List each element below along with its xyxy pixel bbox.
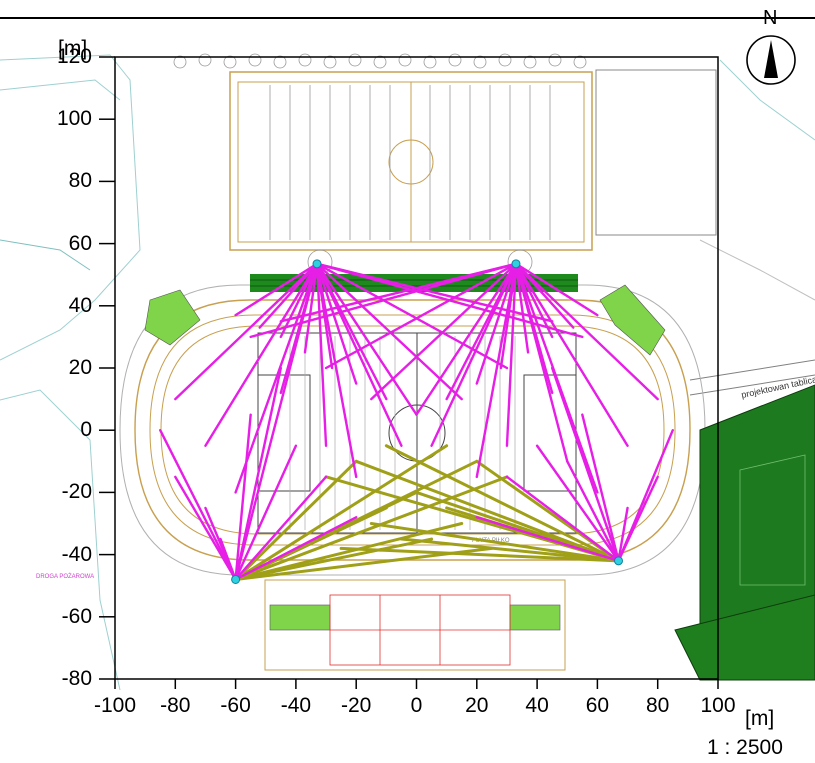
scale-label: 1 : 2500 bbox=[707, 736, 783, 759]
magenta-beam bbox=[514, 262, 629, 447]
magenta-beam bbox=[617, 475, 659, 563]
y-tick-label: -40 bbox=[61, 542, 92, 566]
north-arrow-icon bbox=[746, 35, 796, 85]
magenta-beam-group bbox=[159, 262, 674, 581]
magenta-beam bbox=[514, 262, 554, 339]
y-tick-label: 100 bbox=[56, 107, 92, 131]
magenta-beam bbox=[550, 366, 620, 563]
olive-beam bbox=[369, 522, 621, 563]
y-tick-label: 60 bbox=[68, 231, 92, 255]
magenta-beam bbox=[303, 262, 319, 354]
olive-beam bbox=[399, 537, 621, 563]
x-tick-label: -80 bbox=[160, 694, 191, 717]
magenta-beam bbox=[415, 262, 518, 416]
magenta-beam bbox=[234, 516, 358, 581]
magenta-beam bbox=[514, 262, 569, 463]
y-tick-label: 0 bbox=[80, 418, 92, 442]
magenta-beam bbox=[234, 262, 319, 494]
y-tick-label: 80 bbox=[68, 169, 92, 193]
magenta-beam bbox=[315, 262, 358, 479]
magenta-beam bbox=[249, 262, 518, 339]
y-tick-label: -80 bbox=[61, 667, 92, 690]
magenta-beam bbox=[234, 413, 252, 581]
axis-ticks bbox=[99, 56, 719, 689]
magenta-beam bbox=[430, 262, 518, 447]
magenta-beam bbox=[174, 262, 319, 401]
olive-beam bbox=[384, 444, 621, 563]
magenta-beam bbox=[617, 506, 629, 563]
x-tick-label: -40 bbox=[280, 694, 312, 717]
magenta-beam bbox=[505, 475, 620, 563]
magenta-beam bbox=[204, 262, 319, 447]
magenta-beam bbox=[535, 444, 620, 563]
light-mast-south-east bbox=[614, 556, 624, 566]
magenta-beam bbox=[234, 475, 328, 581]
magenta-beam bbox=[264, 262, 319, 463]
magenta-beam bbox=[315, 262, 328, 447]
y-tick-label: -60 bbox=[61, 604, 92, 628]
magenta-beam bbox=[315, 262, 418, 416]
x-tick-label: 80 bbox=[646, 694, 670, 717]
magenta-beam bbox=[566, 460, 620, 563]
light-mast-north-west bbox=[312, 259, 322, 269]
x-tick-label: -60 bbox=[220, 694, 251, 717]
fire-road-label: DROGA POŻAROWA bbox=[36, 573, 94, 580]
light-mast-north-east bbox=[511, 259, 521, 269]
magenta-beam bbox=[505, 262, 518, 447]
olive-beam bbox=[234, 475, 509, 581]
magenta-beam bbox=[514, 262, 530, 354]
magenta-beam bbox=[234, 366, 283, 581]
magenta-beam bbox=[581, 413, 620, 563]
magenta-beam bbox=[234, 444, 298, 581]
x-tick-label: 100 bbox=[700, 694, 736, 717]
magenta-beam bbox=[315, 262, 463, 401]
y-axis-unit: [m] bbox=[58, 37, 88, 60]
x-tick-label: -100 bbox=[93, 694, 137, 717]
x-axis-unit: [m] bbox=[745, 707, 775, 730]
magenta-beam bbox=[514, 262, 599, 317]
x-tick-label: -20 bbox=[341, 694, 372, 717]
y-tick-label: 120 bbox=[56, 45, 92, 68]
x-tick-label: 60 bbox=[585, 694, 610, 717]
x-tick-label: 20 bbox=[465, 694, 489, 717]
olive-beam bbox=[234, 537, 434, 581]
olive-beam bbox=[354, 459, 621, 563]
magenta-beam bbox=[324, 262, 518, 370]
magenta-beam bbox=[159, 429, 237, 581]
magenta-beam bbox=[234, 262, 319, 317]
magenta-beam bbox=[174, 475, 237, 581]
magenta-beam bbox=[475, 262, 518, 385]
magenta-beam bbox=[514, 262, 659, 401]
y-tick-label: 20 bbox=[68, 356, 92, 379]
magenta-beam bbox=[370, 262, 518, 401]
light-mast-group bbox=[231, 259, 624, 584]
magenta-beam bbox=[219, 537, 237, 581]
x-tick-label: 0 bbox=[410, 694, 423, 717]
y-tick-label: -20 bbox=[61, 480, 92, 504]
background-cad-drawing bbox=[0, 53, 815, 691]
magenta-beam bbox=[475, 262, 518, 479]
x-tick-label: 40 bbox=[525, 694, 549, 717]
north-label: N bbox=[763, 7, 778, 29]
magenta-beam bbox=[475, 516, 620, 563]
magenta-beam bbox=[315, 262, 403, 447]
light-mast-south-west bbox=[231, 574, 241, 584]
olive-beam bbox=[234, 444, 449, 581]
magenta-beam bbox=[279, 262, 319, 339]
y-tick-label: 40 bbox=[68, 293, 92, 317]
olive-beam bbox=[339, 546, 621, 563]
magenta-beam bbox=[315, 262, 358, 385]
